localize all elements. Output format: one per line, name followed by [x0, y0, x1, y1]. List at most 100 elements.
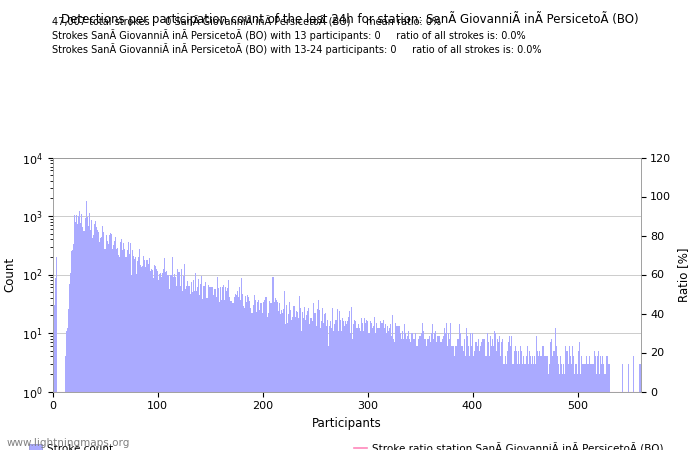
Legend: Stroke count, Stroke count station SanÃ GiovanniÃ inÃ PersicetoÃ (BO), Stroke ra: Stroke count, Stroke count station SanÃ …: [25, 439, 668, 450]
Bar: [566, 351, 568, 450]
Y-axis label: Ratio [%]: Ratio [%]: [677, 247, 690, 302]
Bar: [582, 364, 583, 450]
Bar: [511, 336, 512, 450]
Bar: [568, 346, 570, 450]
Bar: [301, 331, 302, 450]
Bar: [533, 364, 534, 450]
Bar: [137, 261, 138, 450]
Bar: [262, 313, 263, 450]
Bar: [298, 318, 299, 450]
Bar: [81, 214, 83, 450]
Bar: [111, 234, 112, 450]
Bar: [321, 321, 322, 450]
Bar: [193, 280, 194, 450]
Bar: [384, 328, 385, 450]
Bar: [564, 374, 566, 450]
Bar: [490, 336, 491, 450]
Bar: [402, 339, 404, 450]
Bar: [389, 328, 390, 450]
Bar: [575, 364, 576, 450]
Bar: [413, 339, 414, 450]
Bar: [560, 356, 561, 450]
Text: www.lightningmaps.org: www.lightningmaps.org: [7, 438, 130, 448]
Bar: [257, 302, 258, 450]
Bar: [517, 364, 518, 450]
Bar: [307, 311, 308, 450]
Bar: [194, 291, 195, 450]
Bar: [167, 274, 169, 450]
Bar: [597, 356, 598, 450]
Bar: [556, 346, 557, 450]
Bar: [386, 333, 387, 450]
Bar: [501, 342, 503, 450]
Bar: [134, 260, 135, 450]
Bar: [543, 346, 545, 450]
Bar: [637, 392, 638, 450]
Bar: [619, 392, 620, 450]
Bar: [379, 321, 381, 450]
Bar: [469, 356, 470, 450]
Bar: [285, 324, 286, 450]
Bar: [500, 356, 501, 450]
Bar: [121, 239, 122, 450]
Bar: [326, 326, 327, 450]
Bar: [367, 321, 368, 450]
Bar: [540, 356, 541, 450]
Bar: [362, 323, 363, 450]
Bar: [584, 364, 585, 450]
Bar: [433, 339, 434, 450]
Bar: [207, 298, 209, 450]
Bar: [438, 336, 440, 450]
Bar: [282, 313, 283, 450]
Stroke ratio station SanÃ GiovanniÃ inÃ PersicetoÃ (BO): [562, 389, 570, 394]
Bar: [580, 374, 581, 450]
Bar: [351, 307, 352, 450]
Text: Detections per participation count of the last 24h for station: SanÃ GiovanniÃ i: Detections per participation count of th…: [61, 11, 639, 26]
Bar: [519, 364, 520, 450]
Bar: [108, 235, 110, 450]
Bar: [153, 279, 154, 450]
Bar: [395, 323, 396, 450]
Stroke ratio station SanÃ GiovanniÃ inÃ PersicetoÃ (BO): [547, 389, 556, 394]
Bar: [456, 346, 457, 450]
Bar: [634, 392, 635, 450]
Bar: [132, 250, 133, 450]
Bar: [200, 284, 201, 450]
Bar: [276, 302, 278, 450]
Bar: [531, 364, 532, 450]
Bar: [96, 226, 97, 450]
Bar: [304, 307, 305, 450]
Bar: [640, 364, 641, 450]
Bar: [305, 320, 306, 450]
Bar: [70, 273, 71, 450]
Bar: [421, 323, 423, 450]
Bar: [559, 374, 560, 450]
Bar: [513, 364, 514, 450]
Bar: [347, 321, 348, 450]
Bar: [509, 336, 510, 450]
Stroke ratio station SanÃ GiovanniÃ inÃ PersicetoÃ (BO): [97, 389, 106, 394]
Bar: [53, 336, 54, 450]
Bar: [432, 324, 433, 450]
Bar: [280, 314, 281, 450]
Bar: [391, 336, 392, 450]
Bar: [595, 356, 596, 450]
Bar: [148, 258, 150, 450]
Bar: [120, 242, 121, 450]
Bar: [616, 392, 617, 450]
Bar: [281, 310, 282, 450]
Bar: [232, 303, 234, 450]
Bar: [125, 257, 127, 450]
Bar: [90, 230, 91, 450]
Bar: [514, 351, 515, 450]
Bar: [639, 364, 640, 450]
Bar: [279, 303, 280, 450]
Bar: [94, 224, 95, 450]
Bar: [534, 356, 535, 450]
Bar: [373, 326, 374, 450]
Bar: [205, 282, 206, 450]
Bar: [472, 333, 473, 450]
Bar: [594, 351, 595, 450]
Bar: [322, 308, 323, 450]
Bar: [557, 356, 558, 450]
